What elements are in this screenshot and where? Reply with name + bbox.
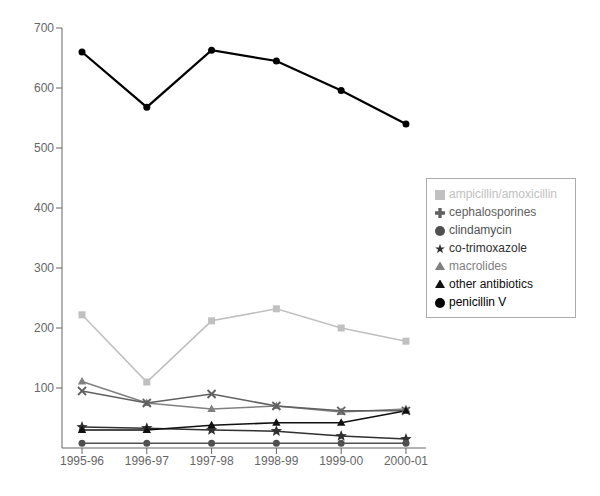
svg-text:300: 300 <box>34 261 54 275</box>
svg-text:2000-01: 2000-01 <box>384 454 428 468</box>
svg-text:200: 200 <box>34 321 54 335</box>
svg-text:1998-99: 1998-99 <box>254 454 298 468</box>
html-text:clindamycin: clindamycin <box>449 223 512 237</box>
html-text:cephalosporines: cephalosporines <box>449 205 537 219</box>
svg-text:700: 700 <box>34 21 54 35</box>
svg-text:600: 600 <box>34 81 54 95</box>
html-text:other antibiotics: other antibiotics <box>449 277 533 291</box>
svg-text:100: 100 <box>34 381 54 395</box>
svg-text:1999-00: 1999-00 <box>319 454 363 468</box>
html-text:macrolides: macrolides <box>449 259 507 273</box>
svg-text:1997-98: 1997-98 <box>190 454 234 468</box>
html-text:co-trimoxazole: co-trimoxazole <box>449 241 527 255</box>
svg-text:500: 500 <box>34 141 54 155</box>
svg-text:1996-97: 1996-97 <box>125 454 169 468</box>
html-text:ampicillin/amoxicillin: ampicillin/amoxicillin <box>449 187 557 201</box>
html-text:penicillin V: penicillin V <box>449 295 507 309</box>
svg-text:1995-96: 1995-96 <box>60 454 104 468</box>
svg-text:400: 400 <box>34 201 54 215</box>
